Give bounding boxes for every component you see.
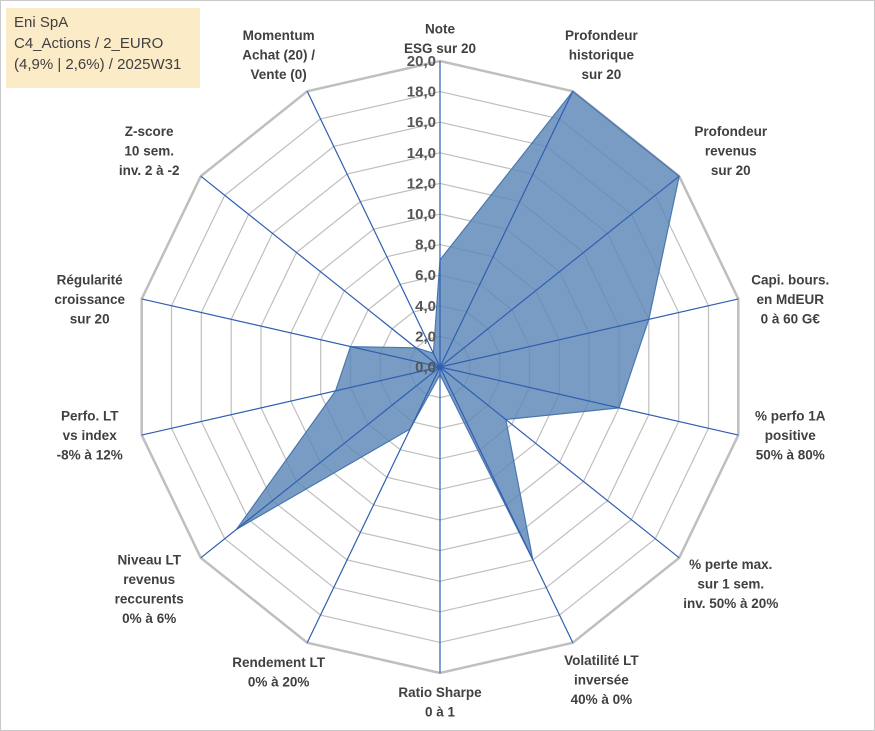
axis-spoke [439,366,680,559]
axis-label-line: Profondeur [565,28,638,43]
tick-label: 0,0 [415,359,436,376]
axis-label-line: 0 à 60 G€ [761,311,821,326]
axis-label-line: revenus [705,144,757,159]
axis-label-line: 50% à 80% [756,448,825,463]
radar-spokes [141,61,739,673]
axis-label-line: Volatilité LT [564,653,639,668]
axis-spoke [439,366,739,436]
axis-label-line: historique [569,47,635,62]
axis-label-line: croissance [54,292,125,307]
axis-label-line: -8% à 12% [57,448,123,463]
axis-spoke [200,366,441,559]
axis-label-line: sur 20 [711,163,751,178]
axis-spoke [306,91,441,368]
tick-label: 18,0 [407,84,436,101]
axis-label-line: 0 à 1 [425,705,456,720]
tick-label: 4,0 [415,298,436,315]
axis-label-line: Note [425,22,455,37]
axis-label: Niveau LT revenus reccurents 0% à 6% [115,553,184,627]
axis-spoke [439,91,574,368]
tick-label: 16,0 [407,114,436,131]
axis-spoke [439,298,739,368]
axis-labels: Note ESG sur 20 Profondeur historique sur 20… [54,22,829,720]
axis-label-line: Niveau LT [117,553,181,568]
axis-label: Ratio Sharpe 0 à 1 [398,685,482,720]
axis-label-line: 40% à 0% [571,692,633,707]
axis-label-line: % perte max. [689,557,772,572]
info-box-category: C4_Actions / 2_EURO [14,35,164,52]
axis-label-line: % perfo 1A [755,409,826,424]
axis-spoke [439,366,574,643]
axis-label-line: Ratio Sharpe [398,685,482,700]
info-box: Eni SpA C4_Actions / 2_EURO (4,9% | 2,6%… [6,8,200,88]
axis-label-line: Achat (20) / [242,47,315,62]
axis-label-line: Régularité [57,272,124,287]
axis-label-line: en MdEUR [757,292,825,307]
axis-label: Régularité croissance sur 20 [54,272,125,326]
axis-spoke [306,366,441,643]
axis-label-line: Perfo. LT [61,409,119,424]
axis-label-line: inversée [574,673,629,688]
axis-spoke [200,175,441,368]
axis-label: Note ESG sur 20 [404,22,476,57]
axis-label-line: Z-score [125,124,174,139]
info-box-period: (4,9% | 2,6%) / 2025W31 [14,56,182,73]
info-box-company: Eni SpA [14,14,69,31]
tick-label: 10,0 [407,206,436,223]
axis-label-line: sur 20 [70,311,110,326]
tick-label: 14,0 [407,145,436,162]
axis-label-line: sur 1 sem. [697,576,764,591]
axis-label: Momentum Achat (20) / Vente (0) [242,28,315,82]
axis-spoke [141,366,441,436]
axis-label: Profondeur historique sur 20 [565,28,638,82]
axis-label: Volatilité LT inversée 40% à 0% [564,653,639,707]
radial-tick-labels: 0,0 2,0 4,0 6,0 8,0 10,0 12,0 14,0 16,0 18,0 20,0 [407,53,436,376]
axis-label-line: positive [765,428,817,443]
axis-label-line: ESG sur 20 [404,41,476,56]
axis-label: Profondeur revenus sur 20 [694,124,767,178]
axis-label: Z-score 10 sem. inv. 2 à -2 [119,124,180,178]
axis-label-line: 10 sem. [124,144,174,159]
axis-label: Capi. bours. en MdEUR 0 à 60 G€ [751,272,829,326]
axis-label-line: sur 20 [582,67,622,82]
axis-label-line: Rendement LT [232,655,326,670]
tick-label: 2,0 [415,328,436,345]
axis-label: % perte max. sur 1 sem. inv. 50% à 20% [683,557,778,611]
axis-label-line: inv. 50% à 20% [683,596,778,611]
axis-label: Rendement LT 0% à 20% [232,655,326,690]
axis-label-line: Momentum [243,28,315,43]
axis-label-line: revenus [123,572,175,587]
axis-spoke [141,298,441,368]
tick-label: 8,0 [415,237,436,254]
axis-label-line: vs index [63,428,118,443]
tick-label: 12,0 [407,175,436,192]
axis-label: Perfo. LT vs index -8% à 12% [57,409,123,463]
axis-label-line: 0% à 20% [248,674,310,689]
axis-label-line: Vente (0) [250,67,306,82]
tick-label: 20,0 [407,53,436,70]
axis-label-line: Profondeur [694,124,767,139]
axis-label-line: inv. 2 à -2 [119,163,180,178]
axis-label-line: Capi. bours. [751,272,829,287]
axis-label-line: 0% à 6% [122,611,176,626]
axis-spoke [439,175,680,368]
axis-label-line: reccurents [115,592,184,607]
tick-label: 6,0 [415,267,436,284]
axis-label: % perfo 1A positive 50% à 80% [755,409,826,463]
